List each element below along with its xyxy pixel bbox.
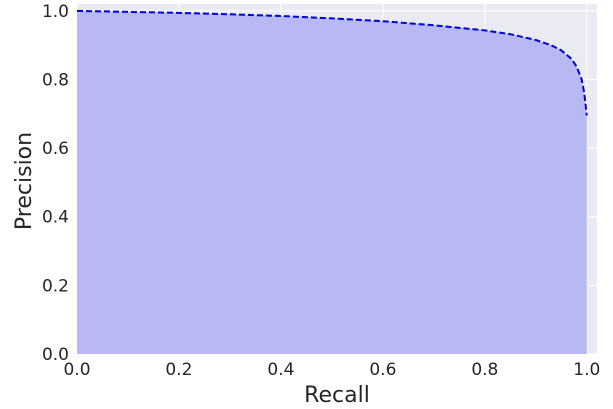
x-tick-label-1: 0.2 [165, 360, 192, 380]
y-tick-label-1: 0.2 [42, 276, 69, 296]
y-tick-label-4: 0.8 [42, 70, 69, 90]
y-tick-label-0: 0.0 [42, 345, 69, 365]
x-tick-label-2: 0.4 [267, 360, 294, 380]
x-tick-label-5: 1.0 [573, 360, 600, 380]
y-tick-label-2: 0.4 [42, 208, 69, 228]
x-tick-label-3: 0.6 [369, 360, 396, 380]
y-tick-label-3: 0.6 [42, 139, 69, 159]
x-tick-label-4: 0.8 [471, 360, 498, 380]
y-axis-label: Precision [12, 132, 37, 230]
precision-recall-curve [76, 9, 588, 116]
x-tick-label-0: 0.0 [63, 360, 90, 380]
y-tick-label-5: 1.0 [42, 2, 69, 22]
area-fill [77, 10, 587, 355]
x-axis-label: Recall [304, 383, 370, 408]
y-tick-labels: 0.0 0.2 0.4 0.6 0.8 1.0 [42, 2, 69, 365]
x-tick-labels: 0.0 0.2 0.4 0.6 0.8 1.0 [63, 360, 600, 380]
